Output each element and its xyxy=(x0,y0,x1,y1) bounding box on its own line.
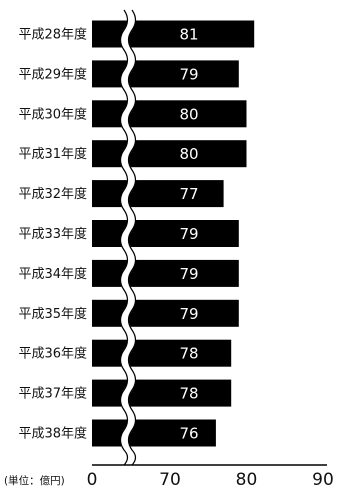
value-label: 79 xyxy=(179,225,198,243)
axis-break-line xyxy=(119,9,129,466)
tick-label: 80 xyxy=(236,470,258,490)
value-label: 80 xyxy=(179,105,198,123)
bar xyxy=(92,259,239,287)
value-label: 78 xyxy=(179,345,198,363)
category-label: 平成36年度 xyxy=(18,346,87,362)
bars-group xyxy=(92,20,255,447)
category-label: 平成32年度 xyxy=(18,186,87,202)
bar xyxy=(92,220,239,247)
bar xyxy=(92,339,232,367)
category-label: 平成29年度 xyxy=(18,66,87,82)
value-label: 78 xyxy=(179,385,198,403)
bar xyxy=(92,20,255,48)
value-label: 77 xyxy=(179,185,198,203)
value-label: 79 xyxy=(179,265,198,283)
category-labels-group: 平成28年度平成29年度平成30年度平成31年度平成32年度平成33年度平成34… xyxy=(18,27,87,442)
category-label: 平成28年度 xyxy=(18,27,87,43)
bar xyxy=(92,419,216,447)
bar xyxy=(92,60,239,88)
category-label: 平成37年度 xyxy=(18,386,87,402)
category-label: 平成34年度 xyxy=(18,266,87,282)
tick-label: 90 xyxy=(312,470,334,490)
tick-label: 0 xyxy=(87,470,98,490)
category-label: 平成38年度 xyxy=(18,426,87,442)
category-label: 平成35年度 xyxy=(18,306,87,322)
value-labels-group: 81 79 80 80 77 79 79 79 78 78 76 xyxy=(179,26,198,443)
category-label: 平成31年度 xyxy=(18,146,87,162)
value-label: 79 xyxy=(179,305,198,323)
axis-break-line xyxy=(127,9,137,466)
bar xyxy=(92,180,224,208)
bar xyxy=(92,100,247,128)
category-label: 平成33年度 xyxy=(18,226,87,242)
tick-label: 70 xyxy=(159,470,181,490)
value-label: 76 xyxy=(179,425,198,443)
value-label: 81 xyxy=(179,26,198,44)
bar xyxy=(92,140,247,168)
bar xyxy=(92,299,239,327)
axis-break-band xyxy=(120,7,136,468)
bar xyxy=(92,379,232,407)
axis-break-group xyxy=(119,7,137,468)
unit-label: (単位：億円) xyxy=(4,474,65,487)
value-label: 79 xyxy=(179,65,198,83)
value-label: 80 xyxy=(179,145,198,163)
tick-labels-group: 0 70 80 90 xyxy=(87,470,334,490)
category-label: 平成30年度 xyxy=(18,106,87,122)
